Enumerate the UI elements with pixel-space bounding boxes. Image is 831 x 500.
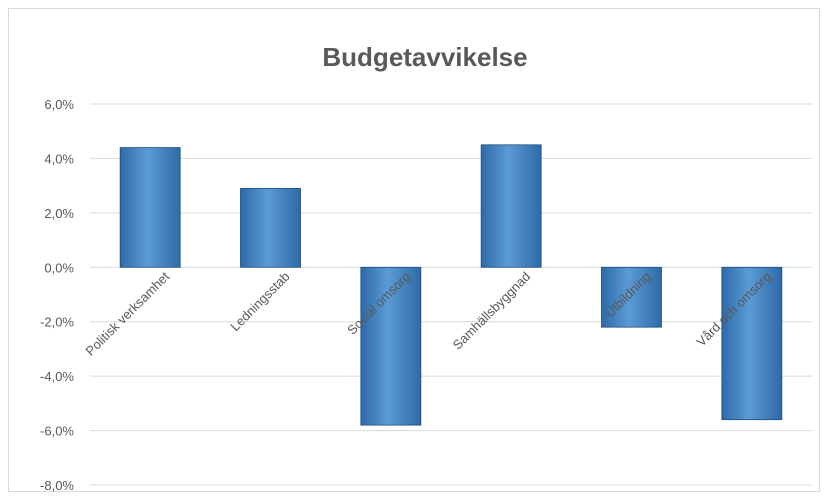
y-tick-label: -8,0% <box>40 478 74 493</box>
bar-politisk-verksamhet <box>119 147 181 268</box>
y-tick-label: 0,0% <box>44 260 74 275</box>
bar-v-rd-och-omsorg <box>721 266 783 421</box>
x-category-label: Samhällsbyggnad <box>450 269 534 353</box>
x-category-label: Politisk verksamhet <box>82 269 172 359</box>
gridlines <box>90 103 812 486</box>
bars <box>119 144 783 426</box>
chart-title: Budgetavvikelse <box>322 42 527 72</box>
bar-ledningsstab <box>240 187 301 268</box>
y-tick-label: -2,0% <box>40 315 74 330</box>
y-tick-label: -4,0% <box>40 369 74 384</box>
y-tick-label: -6,0% <box>40 424 74 439</box>
x-axis-labels: Politisk verksamhet Ledningsstab Social om… <box>82 269 773 359</box>
y-tick-label: 6,0% <box>44 97 74 112</box>
y-tick-label: 4,0% <box>44 151 74 166</box>
bar-utbildning <box>601 266 662 328</box>
bar-samh-llsbyggnad <box>480 144 542 268</box>
y-axis-ticks: 6,0% 4,0% 2,0% 0,0% -2,0% -4,0% -6,0% -8,0% <box>40 97 74 493</box>
x-category-label: Ledningsstab <box>227 269 292 334</box>
bar-social-omsorg <box>360 266 422 426</box>
y-tick-label: 2,0% <box>44 206 74 221</box>
